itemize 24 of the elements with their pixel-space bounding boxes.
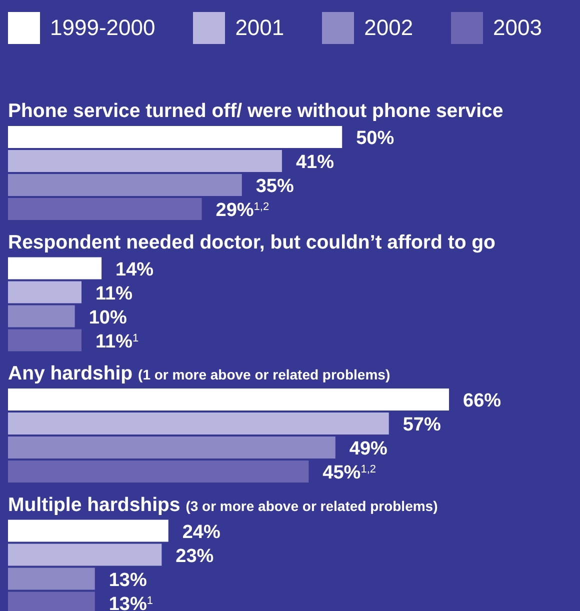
legend-label: 1999-2000 [50,15,156,41]
y-tick-label: Respondent needed doctor, but couldn’t afford to go [8,231,496,254]
data-label: 14% [116,259,154,280]
data-label: 11%$^{1}$ [96,331,139,352]
data-label: 23% [176,546,214,567]
data-label: 45%$^{1,2}$ [322,462,376,484]
y-tick-label: Multiple hardships (3 or more above or related problems) [8,494,438,516]
legend-label: 2001 [235,15,284,41]
legend-label: 2002 [364,15,414,41]
data-label: 35% [256,176,294,197]
data-label: 66% [463,390,502,412]
legend-label: 2003 [493,15,542,41]
data-label: 29%$^{1,2}$ [216,200,270,221]
y-tick-label: Phone service turned off/ were without phone service [8,100,504,122]
data-label: 41% [296,152,334,173]
data-label: 57% [402,414,441,436]
data-label: 11% [96,283,133,304]
data-label: 13%$^{1}$ [108,594,154,611]
data-label: 49% [349,438,388,460]
data-label: 50% [356,128,394,149]
data-label: 24% [182,522,220,543]
y-tick-label: Any hardship (1 or more above or related problems) [8,362,390,384]
data-label: 13% [108,570,147,591]
data-label: 10% [88,307,127,328]
